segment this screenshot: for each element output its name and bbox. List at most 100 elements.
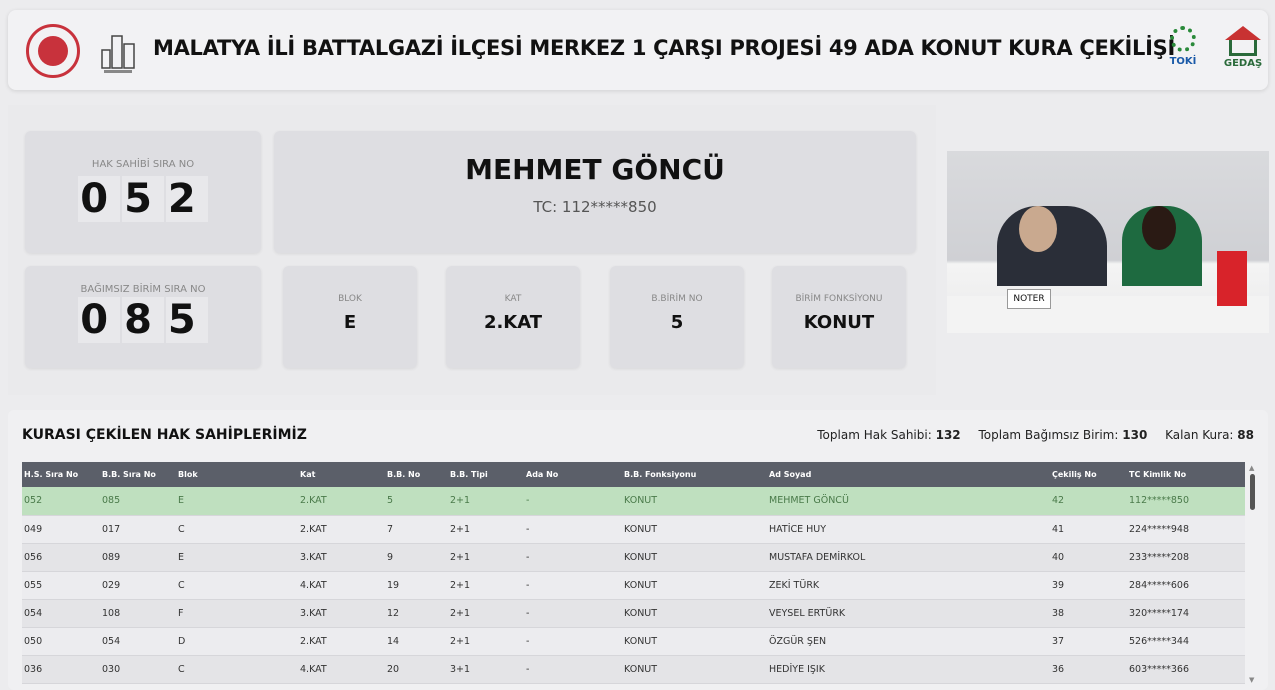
- person-head: [1142, 206, 1176, 250]
- table-cell: 2+1: [448, 487, 524, 516]
- table-cell: KONUT: [622, 543, 767, 572]
- person-head: [1019, 206, 1057, 252]
- table-cell: -: [524, 627, 622, 656]
- blok-box: BLOK E: [283, 266, 417, 368]
- hak-sahibi-label: HAK SAHİBİ SIRA NO: [91, 159, 195, 170]
- table-cell: 3+1: [448, 655, 524, 684]
- header: MALATYA İLİ BATTALGAZİ İLÇESİ MERKEZ 1 Ç…: [8, 10, 1268, 90]
- column-header: TC Kimlik No: [1127, 462, 1245, 487]
- table-cell: C: [176, 515, 298, 544]
- table-row[interactable]: 052 085 E 2.KAT 5 2+1- KONUT MEHMET GÖNCÜ 42 112*…: [22, 487, 1245, 516]
- table-cell: 052: [22, 487, 100, 516]
- table-cell: 36: [1050, 655, 1127, 684]
- table-cell: 108: [100, 599, 176, 628]
- table-cell: C: [176, 655, 298, 684]
- table-cell: 37: [1050, 627, 1127, 656]
- table-row[interactable]: 049 017 C 2.KAT 7 2+1- KONUT HATİCE HUY 41 224***…: [22, 515, 1245, 544]
- table-cell: 7: [385, 515, 448, 544]
- table-cell: 20: [385, 655, 448, 684]
- column-header: Blok: [176, 462, 298, 487]
- table-cell: KONUT: [622, 515, 767, 544]
- toki-logo: TOKİ: [1163, 26, 1203, 84]
- field-value: KONUT: [803, 312, 875, 333]
- field-label: BLOK: [338, 294, 362, 304]
- table-cell: 055: [22, 571, 100, 600]
- table-cell: 029: [100, 571, 176, 600]
- column-header: B.B. Fonksiyonu: [622, 462, 767, 487]
- table-cell: 603*****366: [1127, 655, 1245, 684]
- table-cell: -: [524, 655, 622, 684]
- table-cell: -: [524, 487, 622, 516]
- table-cell: 19: [385, 571, 448, 600]
- table-cell: -: [524, 515, 622, 544]
- column-header: H.S. Sıra No: [22, 462, 100, 487]
- scroll-thumb[interactable]: [1250, 474, 1255, 510]
- table-cell: 2+1: [448, 599, 524, 628]
- table-row[interactable]: 036 030 C 4.KAT 20 3+1- KONUT HEDİYE IŞIK 36 603*…: [22, 655, 1245, 684]
- table-cell: KONUT: [622, 571, 767, 600]
- table-cell: 2+1: [448, 515, 524, 544]
- table-cell: KONUT: [622, 627, 767, 656]
- table-cell: 054: [100, 627, 176, 656]
- stat-label: Kalan Kura:: [1165, 428, 1234, 442]
- table-cell: 017: [100, 515, 176, 544]
- stat-value: 132: [935, 428, 961, 442]
- table-cell: 089: [100, 543, 176, 572]
- table-row[interactable]: 050 054 D 2.KAT 14 2+1- KONUT ÖZGÜR ŞEN 37 526***…: [22, 627, 1245, 656]
- scroll-up-icon[interactable]: ▲: [1249, 464, 1255, 472]
- table-cell: 224*****948: [1127, 515, 1245, 544]
- table-cell: 4.KAT: [298, 571, 385, 600]
- table-cell: 38: [1050, 599, 1127, 628]
- table-cell: 030: [100, 655, 176, 684]
- table-cell: ÖZGÜR ŞEN: [767, 627, 1050, 656]
- table-cell: F: [176, 599, 298, 628]
- table-cell: HATİCE HUY: [767, 515, 1050, 544]
- column-header: B.B. No: [385, 462, 448, 487]
- table-cell: 036: [22, 655, 100, 684]
- desk: [947, 296, 1269, 333]
- turkish-flag: [1217, 251, 1247, 306]
- gedas-logo: GEDAŞ: [1220, 26, 1266, 84]
- birim-no-box: B.BİRİM NO 5: [610, 266, 744, 368]
- column-header: B.B. Tipi: [448, 462, 524, 487]
- table-row[interactable]: 056 089 E 3.KAT 9 2+1- KONUT MUSTAFA DEMİRKOL 40…: [22, 543, 1245, 572]
- table-cell: 2+1: [448, 571, 524, 600]
- field-value: 2.KAT: [483, 312, 543, 333]
- column-header: Ad Soyad: [767, 462, 1050, 487]
- table-cell: 2.KAT: [298, 627, 385, 656]
- field-label: BİRİM FONKSİYONU: [795, 294, 883, 304]
- table-cell: -: [524, 543, 622, 572]
- winner-name: MEHMET GÖNCÜ: [465, 153, 725, 186]
- table-cell: E: [176, 543, 298, 572]
- table-cell: ZEKİ TÜRK: [767, 571, 1050, 600]
- table-cell: 2.KAT: [298, 515, 385, 544]
- table-cell: 526*****344: [1127, 627, 1245, 656]
- column-header: B.B. Sıra No: [100, 462, 176, 487]
- field-label: KAT: [504, 294, 522, 304]
- table-cell: 049: [22, 515, 100, 544]
- table-cell: 39: [1050, 571, 1127, 600]
- table-cell: KONUT: [622, 487, 767, 516]
- field-label: B.BİRİM NO: [651, 294, 703, 304]
- table-cell: 9: [385, 543, 448, 572]
- bagimsiz-birim-label: BAĞIMSIZ BİRİM SIRA NO: [80, 284, 206, 295]
- stat-value: 130: [1122, 428, 1148, 442]
- live-video-feed: NOTER: [947, 151, 1269, 333]
- table-cell: 085: [100, 487, 176, 516]
- stat-label: Toplam Bağımsız Birim:: [978, 428, 1119, 442]
- table-cell: KONUT: [622, 599, 767, 628]
- results-card: KURASI ÇEKİLEN HAK SAHİPLERİMİZ Toplam H…: [8, 410, 1268, 690]
- table-cell: 41: [1050, 515, 1127, 544]
- table-cell: MUSTAFA DEMİRKOL: [767, 543, 1050, 572]
- table-row[interactable]: 055 029 C 4.KAT 19 2+1- KONUT ZEKİ TÜRK 39 284***…: [22, 571, 1245, 600]
- table-cell: 050: [22, 627, 100, 656]
- table-row[interactable]: 054 108 F 3.KAT 12 2+1- KONUT VEYSEL ERTÜRK 38 32…: [22, 599, 1245, 628]
- scrollbar[interactable]: ▲ ▼: [1248, 462, 1258, 684]
- scroll-down-icon[interactable]: ▼: [1249, 676, 1255, 684]
- table-cell: 284*****606: [1127, 571, 1245, 600]
- table-cell: 5: [385, 487, 448, 516]
